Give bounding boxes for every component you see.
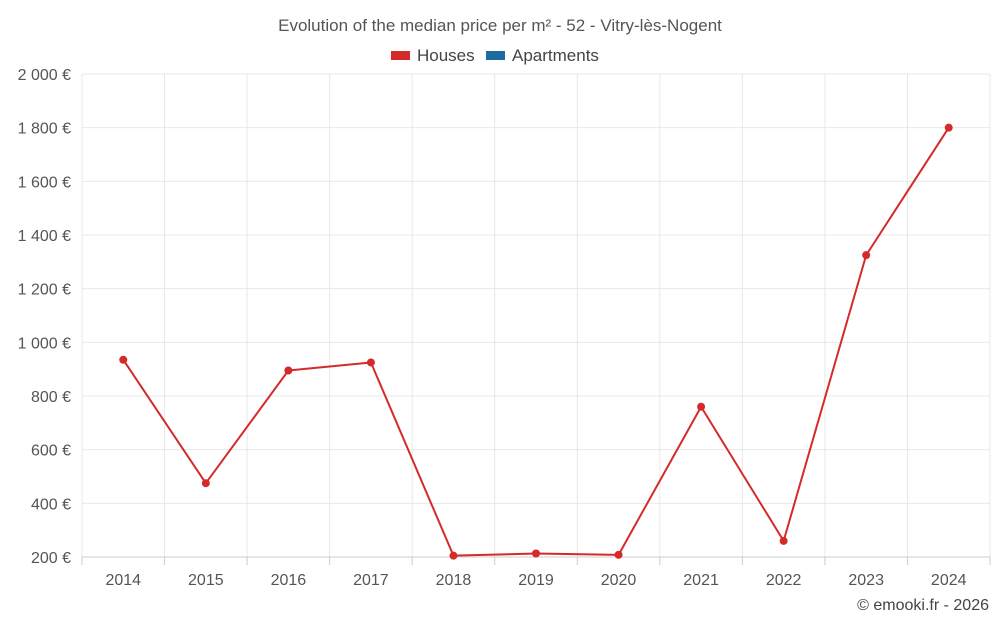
gridlines xyxy=(81,73,991,557)
x-tick-label: 2019 xyxy=(518,572,554,589)
y-tick-label: 1 200 € xyxy=(18,282,71,299)
legend-swatch-apartments xyxy=(486,51,505,60)
credit-text: © emooki.fr - 2026 xyxy=(857,597,989,614)
x-tick-label: 2020 xyxy=(601,572,637,589)
data-point[interactable] xyxy=(862,251,871,260)
x-tick-label: 2024 xyxy=(931,572,967,589)
x-tick-label: 2021 xyxy=(683,572,719,589)
chart-title: Evolution of the median price per m² - 5… xyxy=(278,16,722,35)
y-axis-ticks: 200 € 400 € 600 € 800 € 1 000 € 1 200 € 1 400 … xyxy=(18,67,71,567)
x-tick-label: 2017 xyxy=(353,572,389,589)
legend-swatch-houses xyxy=(391,51,410,60)
data-point[interactable] xyxy=(366,358,375,367)
y-tick-label: 1 000 € xyxy=(18,335,71,352)
data-point[interactable] xyxy=(697,402,706,411)
y-tick-label: 2 000 € xyxy=(18,67,71,84)
series-houses xyxy=(119,123,953,560)
y-tick-label: 1 400 € xyxy=(18,228,71,245)
data-point[interactable] xyxy=(779,536,788,545)
data-point[interactable] xyxy=(119,355,128,364)
x-tick-label: 2014 xyxy=(105,572,141,589)
y-tick-label: 400 € xyxy=(31,496,71,513)
x-tick-label: 2018 xyxy=(436,572,472,589)
data-point[interactable] xyxy=(449,551,458,560)
x-axis-ticks: 2014 2015 2016 2017 2018 2019 2020 2021 2022 2023… xyxy=(81,557,991,589)
legend-item-apartments[interactable]: Apartments xyxy=(486,46,599,65)
data-point[interactable] xyxy=(944,123,953,132)
x-tick-label: 2016 xyxy=(271,572,307,589)
y-tick-label: 600 € xyxy=(31,443,71,460)
data-point[interactable] xyxy=(201,479,210,488)
y-tick-label: 800 € xyxy=(31,389,71,406)
legend-label-apartments: Apartments xyxy=(512,46,599,65)
y-tick-label: 1 600 € xyxy=(18,174,71,191)
legend-label-houses: Houses xyxy=(417,46,475,65)
legend-item-houses[interactable]: Houses xyxy=(391,46,475,65)
data-point[interactable] xyxy=(532,549,540,558)
y-tick-label: 200 € xyxy=(31,550,71,567)
data-point[interactable] xyxy=(614,550,623,559)
legend: Houses Apartments xyxy=(391,46,599,65)
x-tick-label: 2015 xyxy=(188,572,224,589)
data-point[interactable] xyxy=(284,366,293,375)
y-tick-label: 1 800 € xyxy=(18,121,71,138)
x-tick-label: 2022 xyxy=(766,572,802,589)
x-tick-label: 2023 xyxy=(848,572,884,589)
